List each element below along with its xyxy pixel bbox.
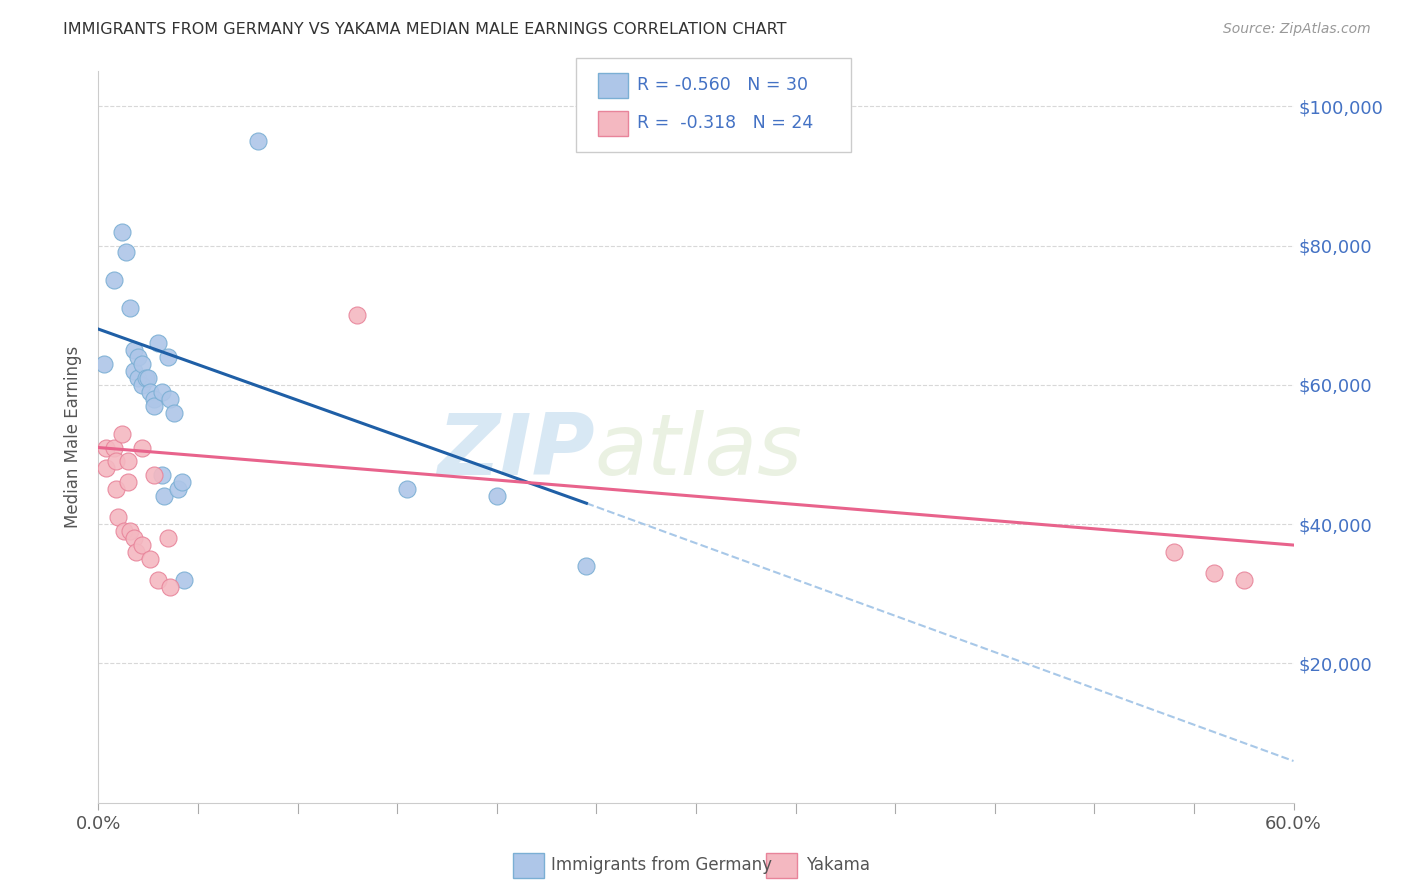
Point bbox=[143, 392, 166, 406]
Point bbox=[117, 475, 139, 490]
Point bbox=[575, 558, 598, 573]
Point bbox=[105, 483, 128, 497]
Point bbox=[136, 371, 159, 385]
Point bbox=[131, 441, 153, 455]
Point bbox=[167, 483, 190, 497]
Point bbox=[124, 343, 146, 357]
Point bbox=[131, 357, 153, 371]
Point bbox=[150, 468, 173, 483]
Point bbox=[139, 384, 162, 399]
Point bbox=[1202, 566, 1225, 580]
Point bbox=[396, 483, 419, 497]
Point bbox=[1163, 545, 1185, 559]
Point bbox=[143, 399, 166, 413]
Text: Source: ZipAtlas.com: Source: ZipAtlas.com bbox=[1223, 22, 1371, 37]
Text: R = -0.560   N = 30: R = -0.560 N = 30 bbox=[637, 76, 808, 94]
Point bbox=[127, 350, 149, 364]
Point bbox=[112, 524, 135, 538]
Point bbox=[96, 441, 118, 455]
Point bbox=[246, 134, 269, 148]
Point bbox=[139, 552, 162, 566]
Point bbox=[103, 441, 125, 455]
Point bbox=[115, 245, 138, 260]
Point bbox=[159, 392, 181, 406]
Point bbox=[131, 538, 153, 552]
Point bbox=[157, 350, 180, 364]
Point bbox=[124, 531, 146, 545]
Point bbox=[153, 489, 176, 503]
Text: ZIP: ZIP bbox=[437, 410, 595, 493]
Point bbox=[111, 426, 134, 441]
Point bbox=[107, 510, 129, 524]
Point bbox=[125, 545, 148, 559]
Point bbox=[127, 371, 149, 385]
Text: Immigrants from Germany: Immigrants from Germany bbox=[551, 856, 772, 874]
Point bbox=[124, 364, 146, 378]
Point bbox=[173, 573, 195, 587]
Text: Yakama: Yakama bbox=[806, 856, 870, 874]
Point bbox=[159, 580, 181, 594]
Point bbox=[172, 475, 194, 490]
Point bbox=[143, 468, 166, 483]
Text: atlas: atlas bbox=[595, 410, 803, 493]
Point bbox=[120, 301, 142, 316]
Point bbox=[150, 384, 173, 399]
Point bbox=[135, 371, 157, 385]
Point bbox=[96, 461, 118, 475]
Point bbox=[157, 531, 180, 545]
Text: R =  -0.318   N = 24: R = -0.318 N = 24 bbox=[637, 114, 813, 132]
Point bbox=[148, 573, 170, 587]
Point bbox=[93, 357, 115, 371]
Point bbox=[148, 336, 170, 351]
Point bbox=[163, 406, 186, 420]
Point bbox=[111, 225, 134, 239]
Y-axis label: Median Male Earnings: Median Male Earnings bbox=[65, 346, 83, 528]
Point bbox=[105, 454, 128, 468]
Point bbox=[1233, 573, 1256, 587]
Point bbox=[346, 308, 368, 322]
Text: IMMIGRANTS FROM GERMANY VS YAKAMA MEDIAN MALE EARNINGS CORRELATION CHART: IMMIGRANTS FROM GERMANY VS YAKAMA MEDIAN… bbox=[63, 22, 787, 37]
Point bbox=[485, 489, 508, 503]
Point bbox=[103, 273, 125, 287]
Point bbox=[117, 454, 139, 468]
Point bbox=[131, 377, 153, 392]
Point bbox=[120, 524, 142, 538]
